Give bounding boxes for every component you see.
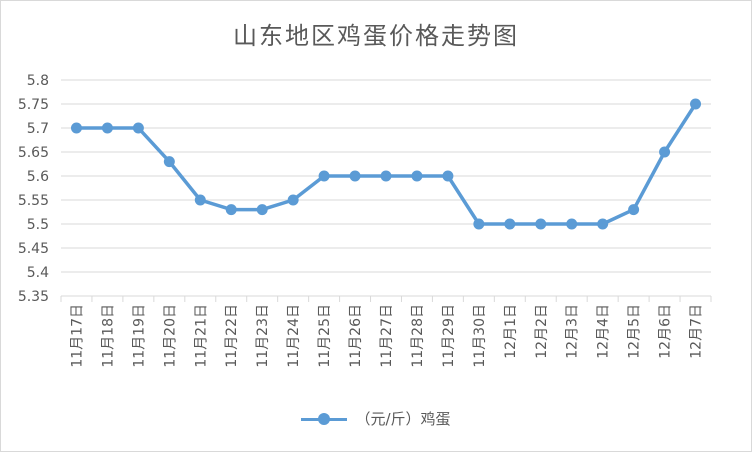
x-tick-label: 12月4日 bbox=[596, 304, 612, 359]
data-point bbox=[411, 170, 423, 182]
y-tick-label: 5.6 bbox=[27, 169, 49, 185]
x-tick-label: 11月29日 bbox=[441, 304, 457, 368]
data-point bbox=[287, 194, 299, 206]
y-tick-label: 5.45 bbox=[18, 241, 49, 257]
x-tick-label: 11月17日 bbox=[69, 304, 85, 368]
data-point bbox=[194, 194, 206, 206]
x-tick-label: 11月20日 bbox=[162, 304, 178, 368]
data-point bbox=[473, 218, 485, 230]
data-point bbox=[690, 98, 702, 110]
x-tick-label: 12月7日 bbox=[689, 304, 705, 359]
x-tick-label: 11月24日 bbox=[286, 304, 302, 368]
x-tick-label: 11月22日 bbox=[224, 304, 240, 368]
data-point bbox=[566, 218, 578, 230]
data-point bbox=[70, 122, 82, 134]
x-tick-label: 12月3日 bbox=[565, 304, 581, 359]
x-tick-label: 11月28日 bbox=[410, 304, 426, 368]
x-tick-label: 12月6日 bbox=[658, 304, 674, 359]
y-tick-label: 5.5 bbox=[27, 217, 49, 233]
data-point bbox=[535, 218, 547, 230]
x-tick-label: 11月18日 bbox=[100, 304, 116, 368]
data-point bbox=[597, 218, 609, 230]
data-point bbox=[442, 170, 454, 182]
data-point bbox=[256, 204, 268, 216]
x-tick-label: 11月23日 bbox=[255, 304, 271, 368]
legend-line-marker-icon bbox=[301, 412, 348, 426]
data-point bbox=[504, 218, 516, 230]
y-tick-label: 5.65 bbox=[18, 145, 49, 161]
data-point bbox=[318, 170, 330, 182]
y-tick-label: 5.4 bbox=[27, 265, 49, 281]
x-tick-label: 11月25日 bbox=[317, 304, 333, 368]
y-tick-label: 5.75 bbox=[18, 97, 49, 113]
chart-title: 山东地区鸡蛋价格走势图 bbox=[233, 22, 519, 50]
x-tick-label: 11月30日 bbox=[472, 304, 488, 368]
y-tick-label: 5.7 bbox=[27, 121, 49, 137]
data-point bbox=[101, 122, 113, 134]
legend: （元/斤）鸡蛋 bbox=[0, 408, 752, 430]
x-tick-label: 12月5日 bbox=[627, 304, 643, 359]
data-point bbox=[163, 156, 175, 168]
data-point bbox=[132, 122, 144, 134]
x-tick-label: 12月2日 bbox=[534, 304, 550, 359]
x-tick-label: 12月1日 bbox=[503, 304, 519, 359]
x-tick-label: 11月26日 bbox=[348, 304, 364, 368]
x-tick-label: 11月21日 bbox=[193, 304, 209, 368]
data-point bbox=[349, 170, 361, 182]
data-point bbox=[659, 146, 671, 158]
data-point bbox=[225, 204, 237, 216]
x-tick-label: 11月19日 bbox=[131, 304, 147, 368]
y-tick-label: 5.35 bbox=[18, 289, 49, 305]
legend-label: （元/斤）鸡蛋 bbox=[355, 410, 451, 428]
y-tick-label: 5.55 bbox=[18, 193, 49, 209]
x-tick-label: 11月27日 bbox=[379, 304, 395, 368]
y-tick-label: 5.8 bbox=[27, 73, 49, 89]
data-point bbox=[628, 204, 640, 216]
data-point bbox=[380, 170, 392, 182]
